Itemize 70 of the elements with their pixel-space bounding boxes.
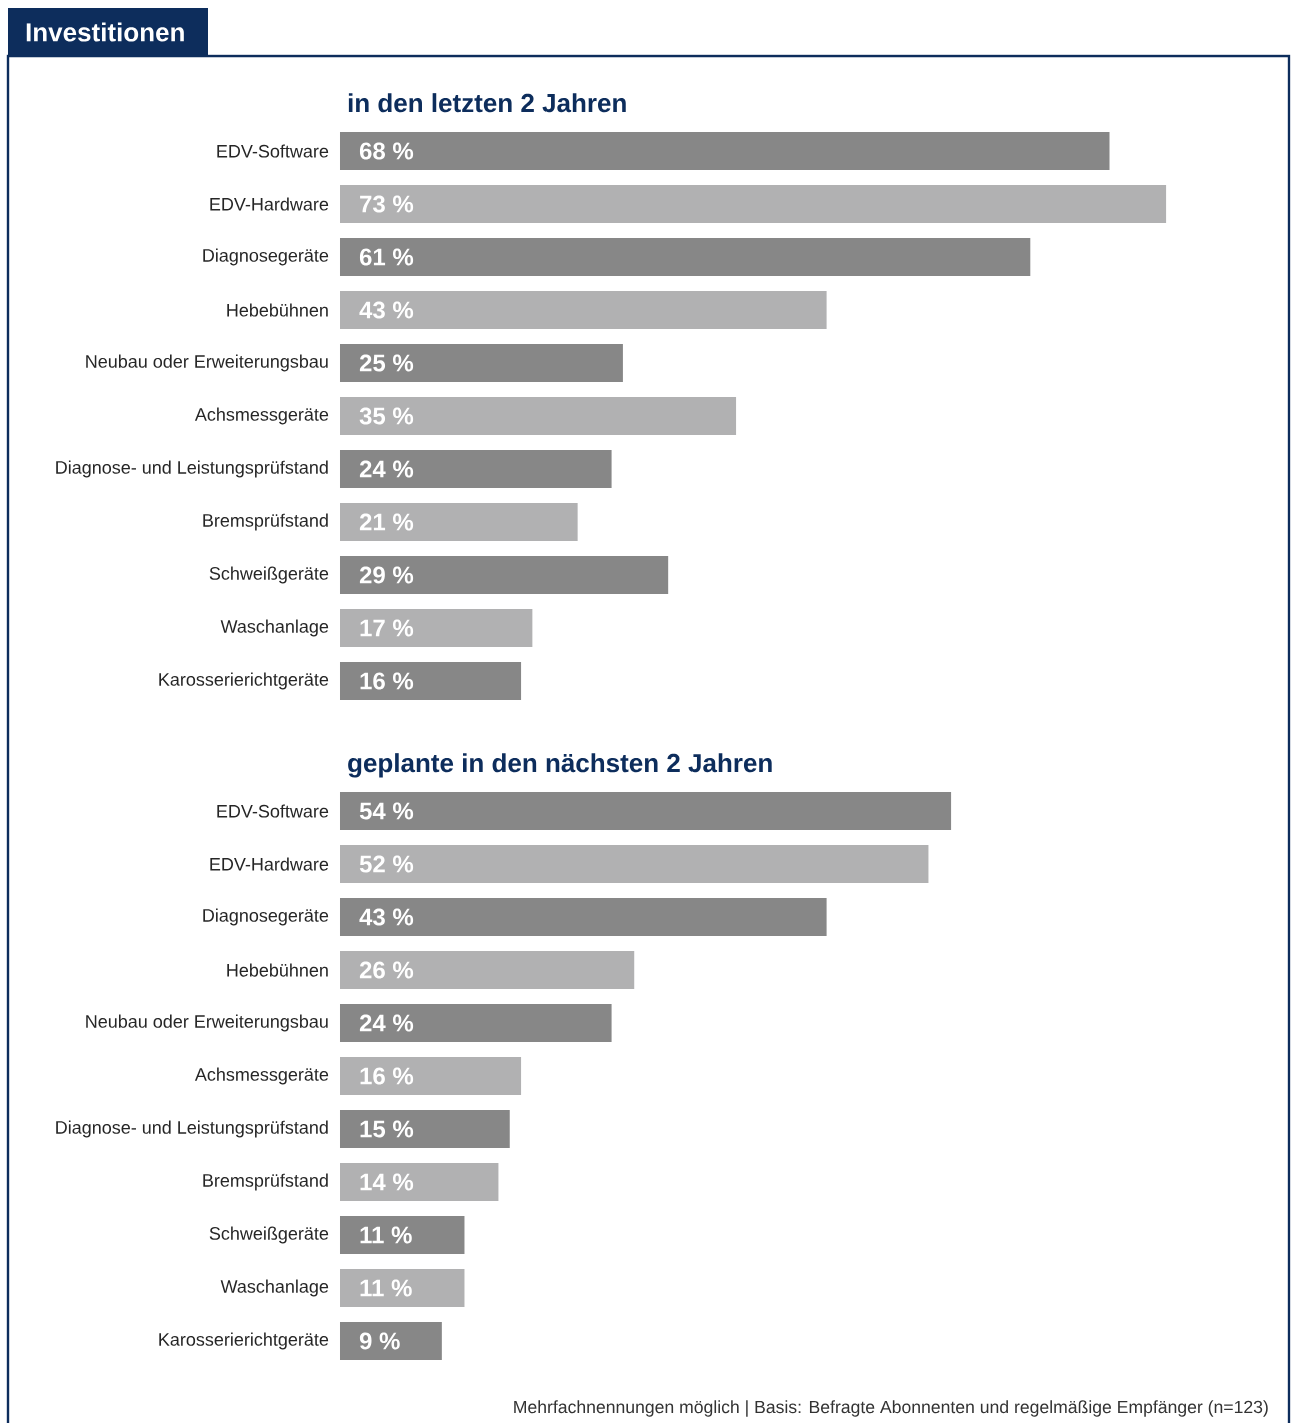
data-label: 24 % <box>359 1014 414 1032</box>
bar <box>340 503 578 541</box>
bar <box>340 344 623 382</box>
data-label: 35 % <box>359 407 414 425</box>
y-tick-label: EDV-Hardware <box>210 197 329 211</box>
data-label: 9 % <box>359 1332 400 1350</box>
data-label: 25 % <box>359 354 414 372</box>
data-label: 16 % <box>360 672 414 690</box>
chart-title: geplante in den nächsten 2 Jahren <box>348 753 772 778</box>
data-label: 14 % <box>360 1173 414 1191</box>
bar <box>340 132 1110 170</box>
bar <box>340 662 522 701</box>
y-tick-label: Diagnose- und Leistungsprüfstand <box>56 1120 328 1138</box>
y-tick-label: Waschanlage <box>220 1279 329 1297</box>
y-tick-label: Diagnose- und Leistungsprüfstand <box>56 460 328 478</box>
y-tick-label: Bremsprüfstand <box>203 1173 328 1191</box>
y-tick-label: Bremsprüfstand <box>203 513 328 531</box>
bar <box>340 185 1167 223</box>
bar <box>340 1004 612 1043</box>
data-label: 43 % <box>359 301 414 319</box>
data-label: 52 % <box>359 855 414 873</box>
bar <box>340 609 533 648</box>
data-label: 43 % <box>359 908 414 926</box>
bar <box>340 291 827 330</box>
data-label: 61 % <box>359 248 414 266</box>
y-tick-label: EDV-Hardware <box>210 857 329 871</box>
y-tick-label: Karosserierichtgeräte <box>159 1332 329 1350</box>
bar <box>340 951 635 990</box>
y-tick-label: Schweißgeräte <box>209 1226 329 1244</box>
y-tick-label: EDV-Software <box>217 804 329 818</box>
data-label: 24 % <box>359 460 414 478</box>
bar <box>340 1110 510 1149</box>
data-label: 21 % <box>359 513 414 531</box>
y-tick-label: Hebebühnen <box>227 963 328 977</box>
data-label: 73 % <box>360 195 414 213</box>
y-tick-label: Schweißgeräte <box>209 566 329 584</box>
bar <box>340 792 952 831</box>
chart-subtitle: in den letzten 2 Jahren <box>348 93 626 113</box>
y-tick-label: Waschanlage <box>220 619 329 637</box>
bar <box>340 1269 465 1308</box>
data-label: 54 % <box>359 802 414 820</box>
data-label: 29 % <box>359 566 414 584</box>
y-tick-label: Neubau oder Erweiterungsbau <box>86 1014 328 1032</box>
text: Investitionen <box>26 22 184 42</box>
bar <box>340 397 737 435</box>
y-tick-label: EDV-Software <box>217 144 329 158</box>
bar <box>340 1322 442 1361</box>
y-tick-label: Achsmessgeräte <box>194 407 329 425</box>
data-label: 11 % <box>360 1279 412 1297</box>
data-label: 11 % <box>360 1226 412 1244</box>
bar <box>340 1163 499 1202</box>
y-tick-label: Diagnosegeräte <box>203 248 329 266</box>
y-tick-label: Hebebühnen <box>227 303 328 317</box>
data-label: 26 % <box>359 961 414 979</box>
data-label: 16 % <box>360 1067 414 1085</box>
bar <box>340 238 1031 276</box>
y-tick-label: Diagnosegeräte <box>203 908 329 926</box>
data-label: 15 % <box>360 1120 414 1138</box>
y-tick-label: Achsmessgeräte <box>194 1067 329 1085</box>
bar <box>340 1057 522 1096</box>
bar <box>340 1216 465 1255</box>
data-label: 68 % <box>359 142 414 160</box>
y-tick-label: Karosserierichtgeräte <box>159 672 329 690</box>
bar <box>340 845 929 884</box>
data-label: 17 % <box>360 619 414 637</box>
y-tick-label: Neubau oder Erweiterungsbau <box>86 354 328 372</box>
bar <box>340 450 612 489</box>
bar <box>340 556 669 594</box>
text: Mehrfachnennungen möglich | Basis: Befragte Abonnenten und regelmäßige Empfänger (n=123) <box>514 1400 1268 1417</box>
bar <box>340 898 827 937</box>
